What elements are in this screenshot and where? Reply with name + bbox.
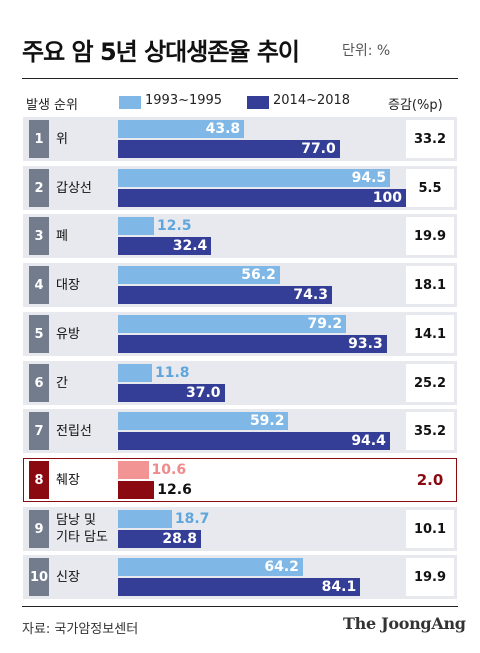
bottom-rule xyxy=(22,606,458,607)
cancer-name: 유방 xyxy=(56,326,80,343)
bar-1993-1995 xyxy=(118,461,149,479)
bar-2014-2018 xyxy=(118,384,225,402)
data-label: 94.4 xyxy=(351,433,386,449)
cancer-name: 전립선 xyxy=(56,423,92,440)
increase-value: 35.2 xyxy=(406,412,454,450)
rank-number: 6 xyxy=(29,364,49,402)
bar-1993-1995 xyxy=(118,266,280,284)
data-label: 79.2 xyxy=(307,316,343,332)
data-label: 18.7 xyxy=(174,511,210,527)
bar-2014-2018 xyxy=(118,481,155,499)
increase-value: 18.1 xyxy=(406,266,454,304)
increase-value: 5.5 xyxy=(406,169,454,207)
data-label: 93.3 xyxy=(348,336,383,352)
data-label: 56.2 xyxy=(241,267,276,283)
bar-2014-2018 xyxy=(118,237,212,255)
data-label: 12.6 xyxy=(157,482,192,498)
data-label: 94.5 xyxy=(351,170,387,186)
cancer-name-line: 폐 xyxy=(56,228,68,244)
data-label: 32.4 xyxy=(172,238,208,254)
data-label: 64.2 xyxy=(264,559,299,575)
data-label: 11.8 xyxy=(154,365,190,381)
cancer-name-line: 갑상선 xyxy=(56,180,92,196)
data-label: 59.2 xyxy=(249,413,285,429)
rank-number: 7 xyxy=(29,412,49,450)
bar-2014-2018 xyxy=(118,189,406,207)
cancer-name: 위 xyxy=(56,131,68,148)
top-rule xyxy=(22,78,458,79)
rank-number: 4 xyxy=(29,266,49,304)
data-label: 43.8 xyxy=(205,121,241,137)
cancer-name-line: 담낭 및 xyxy=(56,513,97,528)
table-row xyxy=(23,458,457,502)
rank-number: 3 xyxy=(29,217,49,255)
rank-number: 10 xyxy=(29,558,49,596)
legend-swatch-2014 xyxy=(247,96,269,109)
rank-header: 발생 순위 xyxy=(26,98,78,113)
data-label: 77.0 xyxy=(301,141,336,157)
publisher-logo: The JoongAng xyxy=(343,614,466,633)
chart-title: 주요 암 5년 상대생존율 추이 xyxy=(22,38,300,66)
cancer-name-line: 전립선 xyxy=(56,423,92,439)
data-label: 100 xyxy=(372,190,402,206)
increase-value: 2.0 xyxy=(406,461,454,499)
data-label: 12.5 xyxy=(157,218,192,234)
cancer-name-line: 기타 담도 xyxy=(56,530,108,545)
cancer-name: 폐 xyxy=(56,228,68,245)
bar-2014-2018 xyxy=(118,432,390,450)
rank-number: 5 xyxy=(29,315,49,353)
bar-2014-2018 xyxy=(118,140,340,158)
bar-1993-1995 xyxy=(118,315,347,333)
rank-number: 1 xyxy=(29,120,49,158)
cancer-name-line: 간 xyxy=(56,375,68,391)
data-label: 84.1 xyxy=(321,579,357,595)
increase-value: 19.9 xyxy=(406,558,454,596)
bar-1993-1995 xyxy=(118,558,303,576)
cancer-name-line: 신장 xyxy=(56,569,80,585)
rank-number: 8 xyxy=(29,461,49,499)
bar-1993-1995 xyxy=(118,510,172,528)
increase-value: 10.1 xyxy=(406,510,454,548)
data-label: 74.3 xyxy=(293,287,328,303)
increase-value: 33.2 xyxy=(406,120,454,158)
cancer-name-line: 대장 xyxy=(56,277,80,293)
bar-2014-2018 xyxy=(118,578,361,596)
increase-header: 증감(%p) xyxy=(388,98,443,113)
bar-2014-2018 xyxy=(118,530,201,548)
increase-value: 25.2 xyxy=(406,364,454,402)
cancer-name: 신장 xyxy=(56,569,80,586)
bar-1993-1995 xyxy=(118,412,289,430)
cancer-name: 간 xyxy=(56,375,68,392)
table-row xyxy=(23,214,457,258)
bar-2014-2018 xyxy=(118,335,387,353)
bar-1993-1995 xyxy=(118,217,154,235)
legend-label-1993: 1993~1995 xyxy=(145,93,223,108)
data-label: 37.0 xyxy=(186,385,221,401)
cancer-name: 대장 xyxy=(56,277,80,294)
cancer-name-line: 위 xyxy=(56,131,68,147)
legend-label-2014: 2014~2018 xyxy=(273,93,351,108)
increase-value: 19.9 xyxy=(406,217,454,255)
table-row xyxy=(23,507,457,551)
rank-number: 9 xyxy=(29,510,49,548)
unit-label: 단위: % xyxy=(342,43,391,59)
table-row xyxy=(23,361,457,405)
bar-1993-1995 xyxy=(118,364,152,382)
data-label: 10.6 xyxy=(151,462,187,478)
bar-1993-1995 xyxy=(118,120,245,138)
increase-value: 14.1 xyxy=(406,315,454,353)
bar-1993-1995 xyxy=(118,169,391,187)
rank-number: 2 xyxy=(29,169,49,207)
cancer-name: 갑상선 xyxy=(56,180,92,197)
cancer-name-line: 췌장 xyxy=(56,472,80,488)
legend-swatch-1993 xyxy=(119,96,141,109)
source-note: 자료: 국가암정보센터 xyxy=(22,622,139,637)
cancer-name-line: 유방 xyxy=(56,326,80,342)
cancer-name: 췌장 xyxy=(56,472,80,489)
data-label: 28.8 xyxy=(162,531,197,547)
bar-2014-2018 xyxy=(118,286,332,304)
